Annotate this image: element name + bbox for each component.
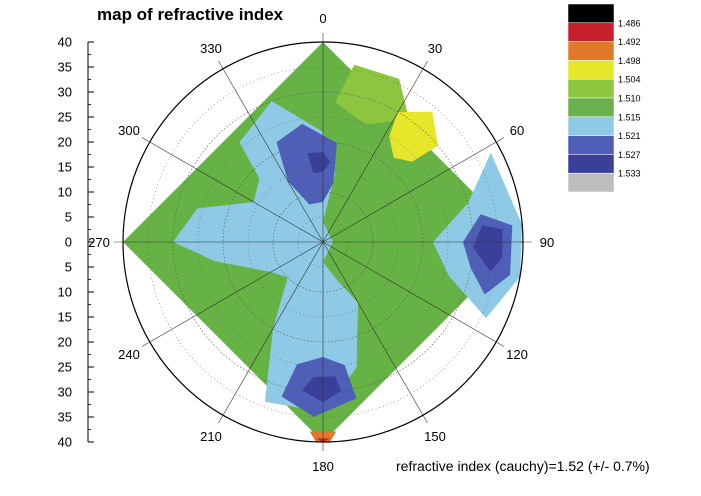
radial-tick-label: 5: [65, 210, 72, 225]
chart-title: map of refractive index: [97, 5, 284, 24]
radial-tick-label: 25: [58, 360, 72, 375]
angular-tick-labels: 0 30 60 90 120 150 180 210 240 270 300 330: [88, 11, 554, 474]
radial-tick-label: 35: [58, 60, 72, 75]
radial-tick-label: 15: [58, 310, 72, 325]
legend-label: 1.533: [618, 169, 641, 179]
angle-tick-label: 180: [312, 459, 334, 474]
radial-tick-label: 10: [58, 185, 72, 200]
legend-label: 1.486: [618, 18, 641, 28]
legend-swatch: [567, 154, 615, 174]
radial-tick-label: 5: [65, 260, 72, 275]
legend-swatch: [567, 97, 615, 118]
spoke-line: [218, 60, 324, 243]
legend: 1.486 1.492 1.498 1.504 1.510 1.515 1.521 1.527…: [567, 3, 641, 193]
angle-tick-label: 120: [506, 347, 528, 362]
legend-label: 1.498: [618, 56, 641, 66]
legend-swatch: [567, 3, 615, 24]
refractive-index-note: refractive index (cauchy)=1.52 (+/- 0.7%…: [396, 458, 650, 474]
legend-label: 1.492: [618, 37, 641, 47]
angle-tick-label: 270: [88, 235, 110, 250]
radial-tick-label: 30: [58, 85, 72, 100]
angle-tick-label: 300: [118, 123, 140, 138]
angle-tick-label: 240: [118, 347, 140, 362]
legend-label: 1.521: [618, 131, 641, 141]
spoke-line: [322, 60, 428, 243]
legend-label: 1.504: [618, 75, 641, 85]
spoke-line: [322, 241, 505, 347]
angle-tick-label: 30: [428, 41, 442, 56]
spoke-line: [141, 241, 324, 347]
angle-tick-label: 60: [510, 123, 524, 138]
radial-tick-label: 40: [58, 435, 72, 450]
contour-region-1-498-4: [389, 111, 438, 162]
spoke-line: [141, 137, 324, 243]
angular-spokes: [114, 33, 532, 451]
legend-swatch: [567, 116, 615, 136]
legend-swatch: [567, 172, 615, 193]
contour-region-1-527-9: [472, 225, 503, 272]
spoke-line: [218, 241, 324, 424]
legend-swatch: [567, 135, 615, 155]
legend-label: 1.515: [618, 112, 641, 122]
radial-tick-label: 40: [58, 35, 72, 50]
angle-tick-label: 0: [319, 11, 326, 26]
spoke-line: [322, 137, 505, 243]
spoke-line: [322, 241, 428, 424]
angle-tick-label: 90: [540, 235, 554, 250]
radial-tick-label: 25: [58, 110, 72, 125]
legend-swatch: [567, 60, 615, 80]
legend-swatch: [567, 41, 615, 61]
contour-region-1-521-5: [276, 123, 337, 205]
radial-tick-label: 35: [58, 410, 72, 425]
contour-region-1-527-8: [307, 152, 330, 173]
legend-label: 1.510: [618, 94, 641, 104]
radial-tick-label: 0: [65, 235, 72, 250]
legend-label: 1.527: [618, 150, 641, 160]
contour-region-1-527-10: [302, 376, 342, 402]
angle-tick-label: 330: [200, 41, 222, 56]
angle-tick-label: 210: [200, 429, 222, 444]
radial-tick-label: 15: [58, 160, 72, 175]
radial-tick-label: 20: [58, 135, 72, 150]
contour-region-1-510-1: [335, 64, 409, 125]
radial-tick-label: 30: [58, 385, 72, 400]
radial-axis: 40 35 30 25 20 15 10 5 0 5 10 15 20 25 30 35 40: [58, 35, 94, 450]
radial-tick-label: 10: [58, 285, 72, 300]
legend-swatch: [567, 78, 615, 99]
radial-tick-label: 20: [58, 335, 72, 350]
angle-tick-label: 150: [424, 429, 446, 444]
legend-swatch: [567, 22, 615, 42]
